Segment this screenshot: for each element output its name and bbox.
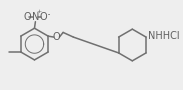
- Text: N: N: [32, 12, 39, 22]
- Text: O: O: [23, 12, 31, 22]
- Text: NHHCl: NHHCl: [148, 31, 180, 41]
- Text: +: +: [36, 9, 41, 14]
- Text: O: O: [40, 12, 48, 22]
- Text: ·: ·: [47, 9, 51, 22]
- Text: O: O: [53, 32, 60, 42]
